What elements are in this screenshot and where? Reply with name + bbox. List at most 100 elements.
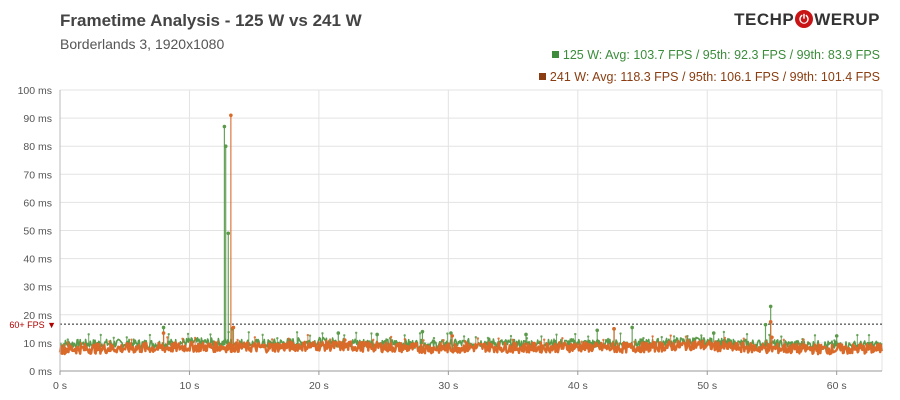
minor-spike-point — [856, 333, 859, 337]
minor-spike-point — [287, 337, 290, 340]
y-tick-label: 20 ms — [23, 310, 52, 322]
minor-spike-point — [555, 333, 558, 336]
frametime-spike-point — [450, 334, 455, 338]
minor-spike-point — [474, 336, 478, 339]
axis-layer: 0 ms 10 ms 20 ms 30 ms 40 ms 50 ms 60 ms 70 ms 8… — [18, 85, 882, 392]
minor-spike-point — [633, 340, 636, 343]
minor-spike-point — [867, 333, 871, 337]
minor-spike-point — [349, 340, 353, 343]
minor-spike-point — [602, 338, 605, 342]
minor-spike-point — [446, 332, 449, 335]
minor-spike-point — [108, 340, 111, 343]
minor-spike-point — [306, 333, 310, 337]
y-tick-label: 50 ms — [23, 226, 52, 238]
y-tick-label: 10 ms — [23, 338, 52, 350]
minor-spike-point — [328, 338, 332, 341]
frametime-spike-point — [226, 231, 231, 236]
minor-spike-point — [616, 342, 619, 345]
y-tick-label: 30 ms — [23, 282, 52, 294]
minor-spike-point — [511, 338, 514, 342]
frametime-spike-point — [763, 322, 768, 327]
chart-title: Frametime Analysis - 125 W vs 241 W — [60, 11, 362, 30]
legend-swatch-241w — [538, 73, 546, 80]
x-tick-label: 10 s — [180, 380, 200, 392]
minor-spike-point — [672, 335, 676, 338]
minor-spike-point — [540, 335, 543, 338]
frametime-spike-point — [834, 334, 839, 338]
minor-spike-point — [247, 331, 250, 334]
minor-spike-point — [587, 335, 590, 338]
x-tick-label: 20 s — [309, 380, 329, 392]
minor-spike-point — [370, 332, 373, 335]
minor-spike-point — [765, 340, 768, 343]
minor-spike-point — [651, 335, 654, 338]
minor-spike-point — [79, 342, 83, 345]
minor-spike-point — [701, 339, 705, 342]
frametime-spike-point — [770, 335, 774, 340]
minor-spike-point — [782, 338, 785, 342]
legend-entry-125w: 125 W: Avg: 103.7 FPS / 95th: 92.3 FPS /… — [551, 48, 880, 62]
minor-spike-point — [432, 336, 436, 340]
minor-spike-point — [87, 333, 90, 336]
minor-spike-point — [669, 334, 672, 337]
frametime-spike-point — [612, 327, 616, 331]
frametime-spike-point — [222, 124, 227, 129]
reference-line-label: 60+ FPS ▼ — [9, 320, 56, 330]
minor-spike-point — [308, 334, 312, 337]
x-tick-label: 30 s — [438, 380, 458, 392]
minor-spike-point — [838, 342, 841, 346]
y-tick-label: 80 ms — [23, 141, 52, 153]
legend-entry-241w: 241 W: Avg: 118.3 FPS / 95th: 106.1 FPS … — [538, 70, 880, 84]
x-tick-label: 60 s — [827, 380, 847, 392]
logo-text-right: WERUP — [814, 10, 880, 29]
reference-line-layer: 60+ FPS ▼ — [9, 320, 882, 330]
frametime-spike-point — [595, 328, 600, 333]
frametime-spike-point — [524, 332, 528, 337]
legend-swatch-125w — [551, 51, 559, 58]
y-tick-label: 70 ms — [23, 169, 52, 181]
y-tick-label: 0 ms — [29, 366, 52, 378]
minor-spike-point — [167, 332, 170, 336]
y-tick-label: 90 ms — [23, 113, 52, 125]
minor-spike-point — [66, 341, 69, 344]
minor-spike-point — [509, 334, 513, 338]
frametime-spike-point — [229, 113, 233, 118]
chart-subtitle: Borderlands 3, 1920x1080 — [60, 36, 225, 52]
minor-spike-point — [580, 340, 583, 343]
minor-spike-point — [860, 342, 863, 346]
minor-spike-point — [660, 335, 663, 339]
minor-spike-point — [354, 331, 358, 335]
frametime-spike-point — [161, 331, 166, 335]
y-tick-label: 100 ms — [18, 85, 52, 97]
minor-spike-point — [497, 337, 500, 340]
minor-spike-point — [403, 338, 407, 341]
minor-spike-point — [99, 333, 102, 337]
minor-spike-point — [486, 336, 490, 340]
frametime-spike-point — [161, 325, 166, 330]
minor-spike-point — [833, 339, 836, 342]
minor-spike-point — [253, 336, 257, 339]
minor-spike-point — [464, 340, 467, 343]
minor-spike-point — [186, 332, 190, 336]
minor-spike-point — [742, 337, 745, 340]
frametime-spike-point — [336, 331, 341, 335]
frametime-spike-point — [420, 329, 425, 334]
minor-spike-point — [700, 334, 703, 337]
minor-spike-point — [642, 336, 645, 340]
minor-spike-point — [542, 338, 546, 341]
frametime-spike-point — [711, 331, 716, 335]
frametime-line — [58, 339, 883, 356]
y-tick-label: 40 ms — [23, 254, 52, 266]
frametime-spike-point — [342, 338, 347, 342]
minor-spike-point — [94, 343, 98, 346]
minor-spike-point — [462, 335, 466, 338]
minor-spike-point — [130, 338, 133, 341]
minor-spike-point — [343, 334, 346, 337]
minor-spike-point — [802, 338, 805, 341]
minor-spike-point — [768, 333, 771, 337]
series-241w — [58, 113, 883, 356]
frametime-spike-point — [768, 304, 773, 309]
minor-spike-point — [476, 337, 480, 340]
x-tick-label: 40 s — [568, 380, 588, 392]
